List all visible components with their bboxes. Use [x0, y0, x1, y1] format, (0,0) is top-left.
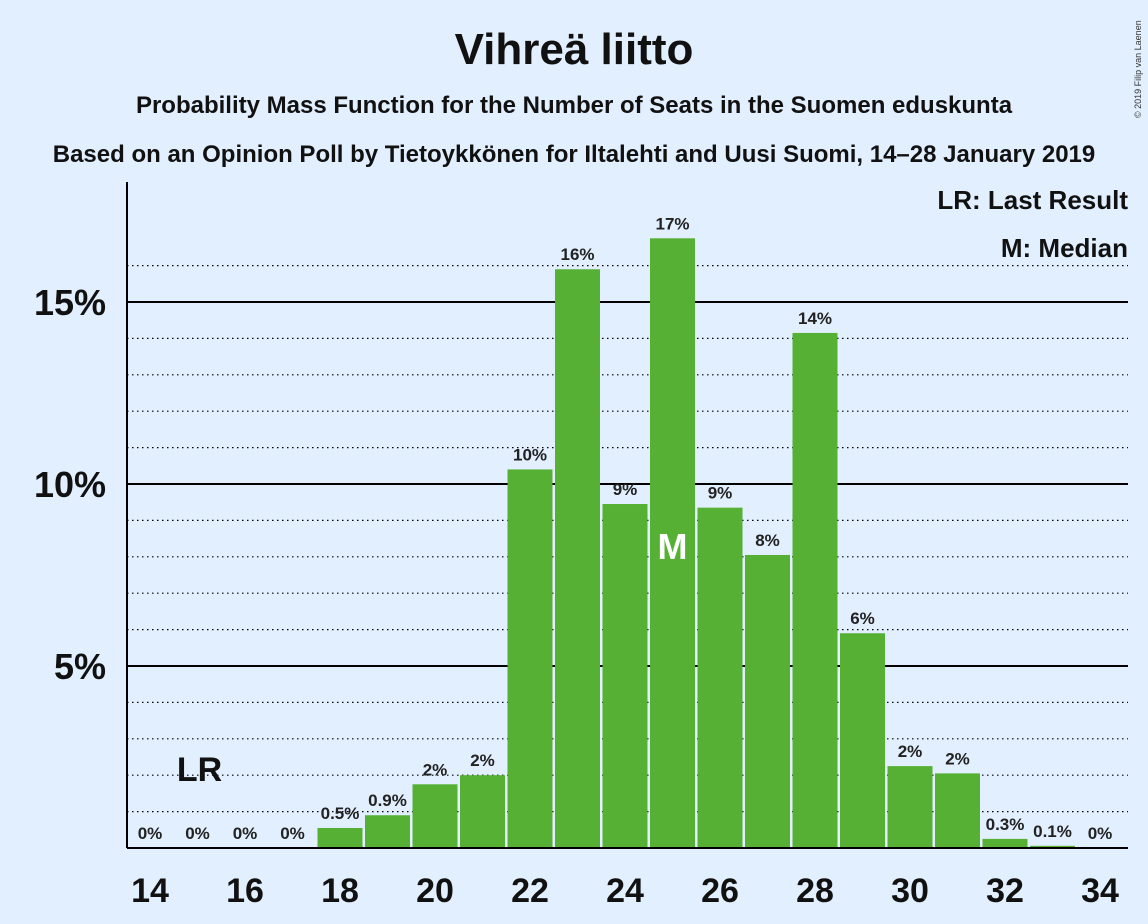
y-tick-label: 5%	[54, 646, 106, 687]
x-tick-label: 20	[416, 872, 454, 910]
last-result-marker: LR	[177, 751, 222, 789]
axes	[126, 182, 1128, 849]
bar	[1030, 845, 1075, 848]
median-marker: M	[658, 526, 688, 567]
bar-value-label: 0.1%	[1033, 822, 1072, 841]
bar	[602, 504, 648, 848]
bar	[650, 238, 695, 849]
x-tick-label: 26	[701, 872, 739, 910]
legend-last-result: LR: Last Result	[937, 185, 1128, 215]
bar	[412, 784, 458, 848]
bar-value-label: 17%	[655, 214, 689, 233]
bar-value-label: 8%	[755, 531, 780, 550]
bar-value-label: 0%	[185, 824, 210, 843]
bar-value-label: 0%	[280, 824, 305, 843]
chart-subtitle-source: Based on an Opinion Poll by Tietoykkönen…	[53, 141, 1096, 168]
bar	[840, 633, 885, 848]
x-tick-label: 18	[321, 872, 359, 910]
x-tick-label: 28	[796, 872, 834, 910]
bar-value-label: 2%	[898, 742, 923, 761]
bar-value-label: 14%	[798, 309, 832, 328]
x-tick-label: 16	[226, 872, 264, 910]
bar-value-label: 9%	[708, 484, 733, 503]
bar-value-label: 2%	[470, 751, 495, 770]
bar	[460, 775, 505, 848]
x-tick-labels: 14 16 18 20 22 24 26 28 30 32 34	[131, 872, 1119, 910]
bar-value-label: 16%	[560, 245, 594, 264]
bar	[982, 838, 1028, 848]
bar-value-label: 0%	[233, 824, 258, 843]
x-tick-label: 30	[891, 872, 929, 910]
x-tick-label: 22	[511, 872, 549, 910]
legend-median: M: Median	[1001, 233, 1128, 263]
bar	[745, 554, 790, 848]
bar	[792, 332, 838, 848]
bar-value-label: 2%	[945, 749, 970, 768]
bar-value-label: 0%	[138, 824, 163, 843]
y-tick-labels: 5% 10% 15%	[34, 282, 106, 687]
chart-subtitle: Probability Mass Function for the Number…	[136, 92, 1013, 119]
bar-labels: 0% 0% 0% 0% 0.5% 0.9% 2% 2% 10% 16% 9% 17% 9% 8% 14% 6%…	[138, 214, 1113, 843]
bar-value-label: 6%	[850, 609, 875, 628]
bar-value-label: 9%	[613, 480, 638, 499]
y-tick-label: 15%	[34, 282, 106, 323]
chart-title: Vihreä liitto	[455, 25, 694, 74]
y-tick-label: 10%	[34, 464, 106, 505]
bar	[507, 469, 553, 848]
bar	[697, 507, 743, 848]
bars	[317, 238, 1075, 849]
bar-value-label: 0.3%	[986, 815, 1025, 834]
bar	[317, 827, 363, 848]
copyright-note: © 2019 Filip van Laenen	[1133, 20, 1143, 118]
bar	[555, 269, 600, 848]
x-tick-label: 34	[1081, 872, 1119, 910]
bar-value-label: 0.5%	[321, 804, 360, 823]
bar-value-label: 2%	[423, 760, 448, 779]
bar	[887, 766, 933, 848]
x-tick-label: 32	[986, 872, 1024, 910]
bar	[365, 815, 410, 848]
x-tick-label: 24	[606, 872, 644, 910]
bar-value-label: 10%	[513, 445, 547, 464]
bar-value-label: 0.9%	[368, 791, 407, 810]
bar	[935, 773, 980, 848]
x-tick-label: 14	[131, 872, 169, 910]
bar-value-label: 0%	[1088, 824, 1113, 843]
